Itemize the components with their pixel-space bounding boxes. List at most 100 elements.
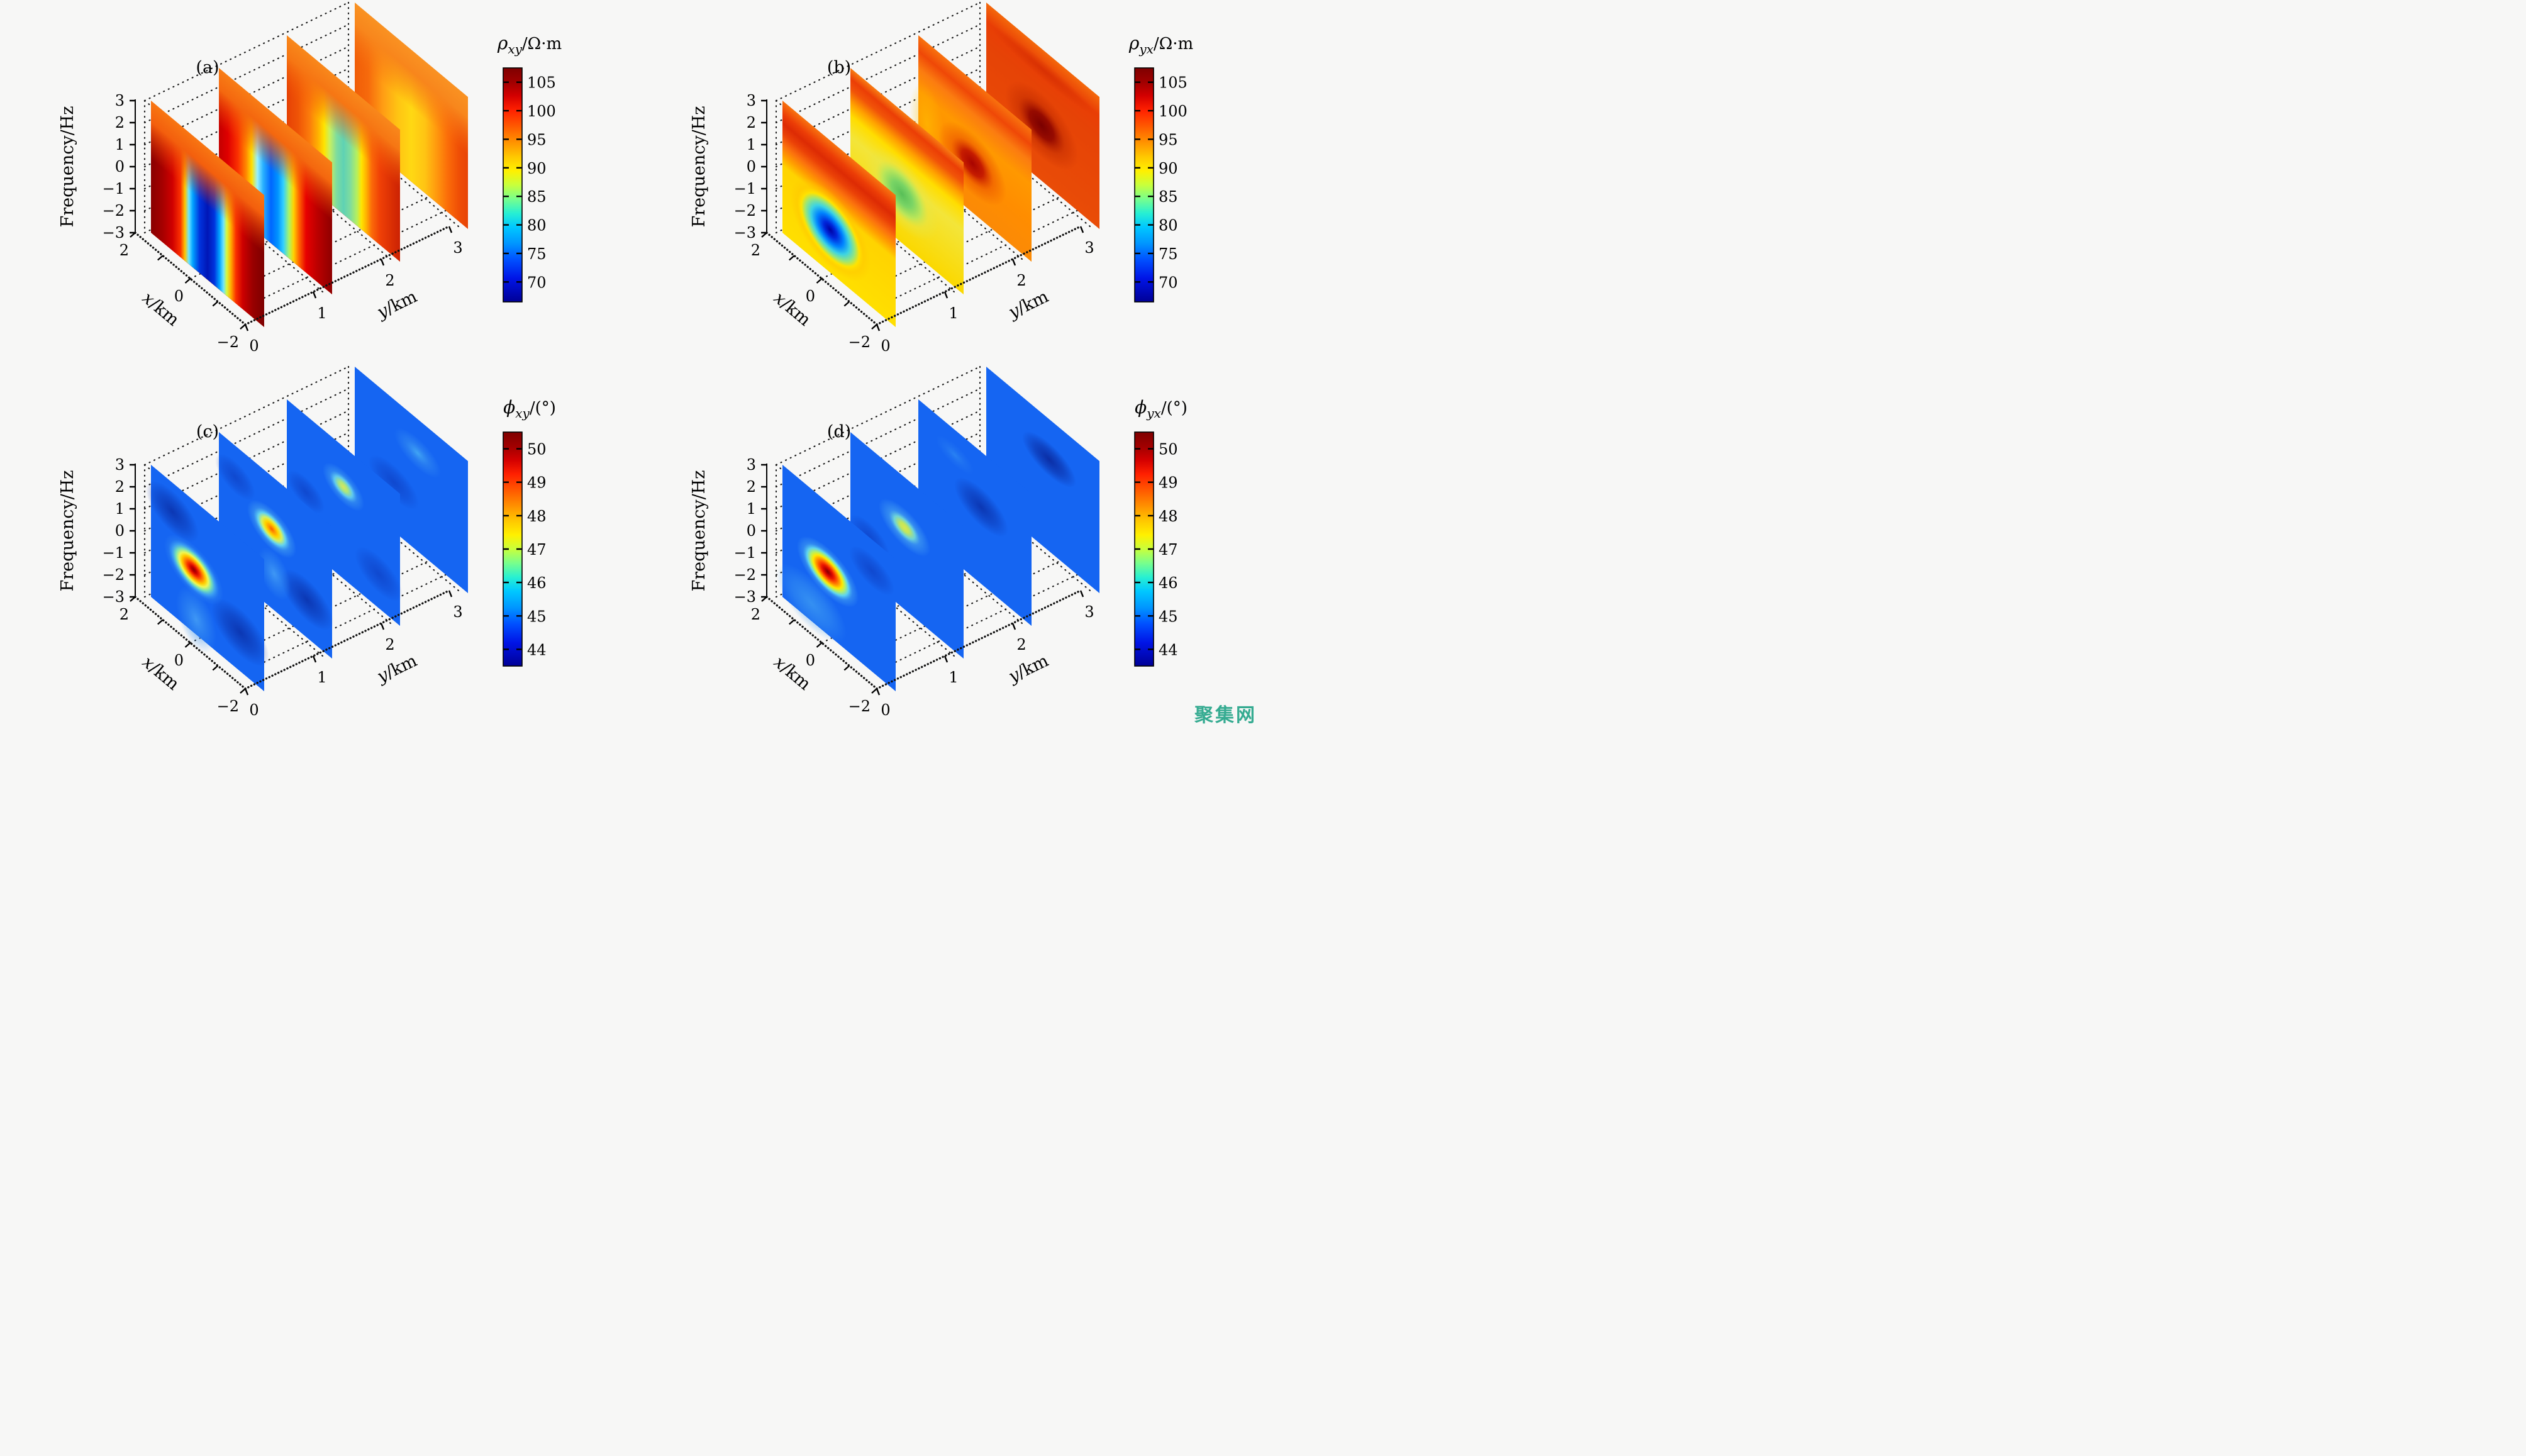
panel-tag: (b) bbox=[827, 58, 851, 77]
x-tick-label: −2 bbox=[848, 697, 871, 715]
freq-tick-label: −3 bbox=[103, 588, 125, 606]
colorbar-tick-label: 105 bbox=[527, 74, 556, 92]
freq-tick-label: 3 bbox=[747, 92, 756, 109]
colorbar-tick-label: 44 bbox=[527, 641, 547, 659]
colorbar-tick-label: 70 bbox=[1159, 274, 1178, 291]
frequency-axis-label: Frequency/Hz bbox=[58, 106, 77, 228]
x-tick-label: 0 bbox=[806, 287, 815, 305]
y-axis-label: y/km bbox=[1005, 287, 1052, 323]
y-tick-label: 0 bbox=[249, 337, 259, 355]
x-tick-label: −2 bbox=[217, 333, 239, 351]
y-axis-label: y/km bbox=[374, 287, 420, 323]
frequency-axis: 3 2 1 0 −1 −2 −3 Frequency/Hz bbox=[58, 456, 136, 606]
colorbar-title: ρxy/Ω·m bbox=[497, 33, 562, 57]
x-axis: 2 0 −2 x/km bbox=[120, 231, 247, 351]
colorbar-tick-label: 46 bbox=[1159, 574, 1178, 592]
colorbar-title: ρyx/Ω·m bbox=[1128, 33, 1193, 57]
panel-d: 3 2 1 0 −1 −2 −3 Frequency/Hz 2 0 −2 x/k… bbox=[632, 364, 1263, 728]
colorbar: 105 100 95 90 85 80 75 70 ρyx/Ω·m bbox=[1128, 33, 1193, 303]
colorbar-tick-label: 45 bbox=[527, 608, 547, 625]
colorbar-tick-label: 80 bbox=[1159, 217, 1178, 235]
frequency-axis-label: Frequency/Hz bbox=[689, 106, 709, 228]
y-tick-label: 1 bbox=[317, 304, 326, 322]
slice-y3 bbox=[355, 367, 468, 594]
freq-tick-label: 0 bbox=[747, 158, 756, 175]
colorbar-tick-label: 100 bbox=[527, 103, 556, 120]
colorbar-tick-label: 95 bbox=[1159, 131, 1178, 148]
colorbar-title: ϕyx/(°) bbox=[1135, 397, 1188, 421]
y-tick-label: 2 bbox=[385, 636, 394, 653]
colorbar-tick-label: 100 bbox=[1159, 103, 1188, 120]
y-tick-label: 3 bbox=[453, 603, 462, 621]
freq-tick-label: −2 bbox=[734, 202, 756, 220]
colorbar-tick-label: 46 bbox=[527, 574, 547, 592]
watermark: 聚集网 bbox=[1194, 704, 1257, 726]
colorbar-tick-label: 47 bbox=[527, 541, 547, 559]
colorbar-tick-label: 75 bbox=[527, 245, 547, 263]
slice-y1 bbox=[215, 432, 333, 659]
freq-tick-label: 1 bbox=[115, 500, 125, 518]
y-tick-label: 0 bbox=[881, 701, 890, 719]
slice-y2 bbox=[918, 399, 1032, 626]
slice-y2 bbox=[287, 35, 400, 262]
frequency-axis-label: Frequency/Hz bbox=[689, 470, 709, 592]
panel-tag: (c) bbox=[196, 422, 219, 442]
slice-y3 bbox=[355, 3, 468, 230]
colorbar-tick-label: 47 bbox=[1159, 541, 1178, 559]
panel-b: 3 2 1 0 −1 −2 −3 Frequency/Hz 2 0 −2 x/k… bbox=[632, 0, 1263, 364]
colorbar-tick-label: 50 bbox=[527, 441, 547, 458]
freq-tick-label: 2 bbox=[747, 478, 756, 496]
y-tick-label: 3 bbox=[1084, 603, 1094, 621]
freq-tick-label: −2 bbox=[103, 202, 125, 220]
freq-tick-label: 2 bbox=[115, 478, 125, 496]
colorbar-tick-label: 48 bbox=[527, 508, 547, 525]
x-tick-label: −2 bbox=[217, 697, 239, 715]
colorbar-tick-label: 90 bbox=[1159, 160, 1178, 177]
freq-tick-label: 0 bbox=[747, 522, 756, 540]
y-tick-label: 0 bbox=[881, 337, 890, 355]
colorbar-tick-label: 85 bbox=[527, 188, 547, 206]
frequency-axis-label: Frequency/Hz bbox=[58, 470, 77, 592]
x-tick-label: 2 bbox=[120, 606, 129, 623]
frequency-axis: 3 2 1 0 −1 −2 −3 Frequency/Hz bbox=[58, 92, 136, 242]
freq-tick-label: −3 bbox=[734, 588, 756, 606]
slice-y0 bbox=[151, 101, 264, 328]
colorbar-tick-label: 90 bbox=[527, 160, 547, 177]
y-tick-label: 1 bbox=[949, 304, 958, 322]
y-tick-label: 2 bbox=[1016, 272, 1026, 289]
colorbar-tick-label: 50 bbox=[1159, 441, 1178, 458]
slice-y0 bbox=[146, 465, 269, 692]
freq-tick-label: 3 bbox=[115, 456, 125, 474]
colorbar-gradient bbox=[1134, 67, 1154, 303]
y-tick-label: 2 bbox=[1016, 636, 1026, 653]
colorbar-tick-label: 49 bbox=[1159, 474, 1178, 492]
panel-a-figure: 3 2 1 0 −1 −2 −3 Frequency/Hz 2 0 −2 x/k… bbox=[58, 1, 562, 355]
x-tick-label: 2 bbox=[751, 242, 760, 259]
panel-grid: 3 2 1 0 −1 −2 −3 Frequency/Hz 2 0 −2 x/k… bbox=[0, 0, 1263, 728]
freq-tick-label: −2 bbox=[103, 566, 125, 584]
colorbar-tick-label: 44 bbox=[1159, 641, 1178, 659]
colorbar-tick-label: 85 bbox=[1159, 188, 1178, 206]
slice-y1 bbox=[219, 68, 332, 295]
freq-tick-label: −1 bbox=[734, 180, 756, 197]
frequency-axis: 3 2 1 0 −1 −2 −3 Frequency/Hz bbox=[689, 456, 767, 606]
colorbar-tick-label: 80 bbox=[527, 217, 547, 235]
x-tick-label: 0 bbox=[174, 287, 184, 305]
freq-tick-label: −1 bbox=[734, 544, 756, 562]
panel-c: 3 2 1 0 −1 −2 −3 Frequency/Hz 2 0 −2 x/k… bbox=[0, 364, 632, 728]
y-tick-label: 3 bbox=[1084, 239, 1094, 257]
panel-tag: (a) bbox=[196, 58, 219, 77]
colorbar-title: ϕxy/(°) bbox=[503, 397, 556, 421]
x-tick-label: 2 bbox=[751, 606, 760, 623]
freq-tick-label: 3 bbox=[747, 456, 756, 474]
y-tick-label: 3 bbox=[453, 239, 462, 257]
colorbar: 105 100 95 90 85 80 75 70 ρxy/Ω·m bbox=[497, 33, 562, 303]
freq-tick-label: 1 bbox=[747, 136, 756, 153]
x-tick-label: 0 bbox=[174, 652, 184, 669]
figure: 3 2 1 0 −1 −2 −3 Frequency/Hz 2 0 −2 x/k… bbox=[0, 0, 1263, 728]
y-tick-label: 0 bbox=[249, 701, 259, 719]
x-tick-label: 0 bbox=[806, 652, 815, 669]
slice-y1 bbox=[850, 68, 964, 295]
freq-tick-label: 2 bbox=[747, 114, 756, 131]
colorbar-tick-label: 105 bbox=[1159, 74, 1188, 92]
